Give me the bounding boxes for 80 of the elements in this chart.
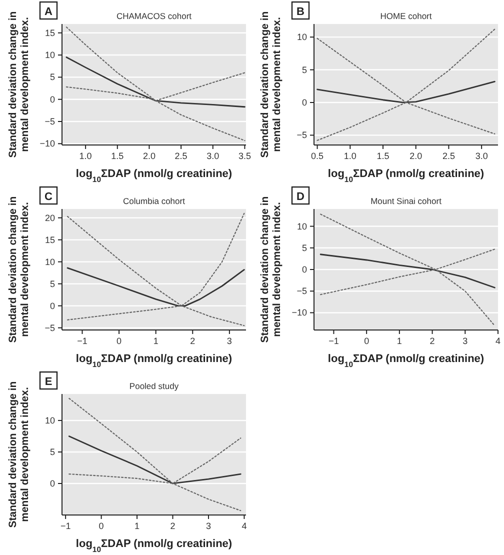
- y-axis-title: Standard deviation change in mental development index.: [259, 196, 283, 343]
- x-tick-label: 2: [170, 521, 176, 531]
- y-tick-label: −10: [40, 138, 55, 149]
- y-tick-label: 0: [50, 478, 55, 488]
- y-tick-label: 0: [50, 94, 55, 104]
- x-tick-label: 0: [116, 336, 122, 346]
- y-tick-label: 20: [44, 212, 55, 223]
- x-tick-label: 2.0: [142, 151, 156, 161]
- x-tick-label: 0: [364, 336, 370, 346]
- y-tick-label: −5: [296, 130, 307, 140]
- chart-title: CHAMACOS cohort: [116, 11, 192, 21]
- x-tick-label: 3: [462, 336, 468, 346]
- x-axis-title: log$_{10}$ΣDAP (nmol/g creatinine): [76, 168, 232, 184]
- x-tick-label: 2: [430, 336, 435, 346]
- line-series: [66, 56, 246, 108]
- line-series: [68, 398, 242, 512]
- x-tick-label: −1: [77, 336, 88, 346]
- chart-title: Columbia cohort: [123, 196, 186, 206]
- x-tick-label: −1: [60, 521, 71, 531]
- y-tick-label: 5: [50, 278, 55, 289]
- y-axis-title: Standard deviation change in mental development index.: [259, 11, 283, 158]
- y-tick-label: 10: [44, 50, 55, 60]
- y-tick-label: 0: [50, 300, 55, 311]
- y-tick-label: 0: [302, 97, 307, 108]
- x-tick-label: 1.5: [111, 151, 124, 161]
- text: C: [44, 191, 53, 203]
- text: D: [296, 191, 305, 203]
- y-tick-label: 10: [44, 256, 55, 267]
- text: A: [44, 6, 53, 18]
- x-tick-label: 1.0: [79, 151, 92, 161]
- x-tick-label: 3.5: [238, 151, 251, 161]
- x-tick-label: 3: [226, 336, 232, 346]
- y-tick-label: 10: [44, 415, 55, 426]
- text: B: [296, 6, 305, 18]
- line-series: [316, 80, 496, 104]
- y-tick-label: 10: [296, 32, 307, 42]
- y-tick-label: −5: [44, 116, 55, 127]
- y-tick-label: 15: [44, 28, 55, 38]
- x-tick-label: 1.5: [376, 151, 390, 161]
- x-tick-label: 0: [98, 521, 104, 531]
- x-tick-label: 2: [190, 336, 196, 346]
- x-tick-label: 0.5: [311, 151, 324, 161]
- x-tick-label: 3.0: [475, 151, 488, 161]
- x-tick-label: 1: [134, 521, 140, 531]
- y-tick-label: 5: [50, 446, 55, 457]
- y-tick-label: 5: [302, 242, 307, 253]
- x-tick-label: 4: [242, 521, 247, 531]
- y-tick-label: −5: [44, 322, 55, 333]
- line-series: [66, 267, 245, 306]
- line-series: [320, 214, 496, 326]
- y-axis-title: Standard deviation change in mental development index.: [7, 381, 31, 528]
- chart-title: HOME cohort: [380, 11, 432, 21]
- y-tick-label: 0: [302, 264, 307, 274]
- x-tick-label: 2.5: [442, 151, 455, 161]
- x-tick-label: 3.0: [206, 151, 220, 161]
- line-series: [66, 26, 246, 142]
- x-tick-label: 1.0: [344, 151, 356, 161]
- y-tick-label: 5: [50, 72, 55, 82]
- x-tick-label: 2.0: [410, 151, 422, 161]
- y-tick-label: −5: [296, 286, 307, 296]
- x-axis-title: log$_{10}$ΣDAP (nmol/g creatinine): [328, 353, 484, 368]
- x-axis-title: log$_{10}$ΣDAP (nmol/g creatinine): [76, 538, 232, 554]
- text: E: [44, 376, 52, 388]
- line-series: [320, 254, 496, 288]
- y-tick-label: 5: [302, 64, 307, 75]
- y-tick-label: 15: [44, 234, 55, 245]
- y-axis-title: Standard deviation change in mental development index.: [7, 196, 31, 343]
- y-tick-label: 10: [296, 221, 307, 232]
- x-tick-label: 3: [206, 521, 211, 531]
- y-tick-label: −10: [292, 308, 307, 318]
- chart-title: Mount Sinai cohort: [370, 196, 442, 206]
- x-tick-label: −1: [328, 336, 339, 346]
- chart-title: Pooled study: [129, 381, 180, 391]
- x-tick-label: 1: [153, 336, 158, 346]
- x-tick-label: 4: [495, 336, 501, 346]
- x-tick-label: 1: [396, 336, 402, 346]
- x-axis-title: log$_{10}$ΣDAP (nmol/g creatinine): [328, 168, 484, 184]
- x-axis-title: log$_{10}$ΣDAP (nmol/g creatinine): [76, 353, 232, 368]
- y-axis-title: Standard deviation change in mental development index.: [7, 11, 31, 158]
- x-tick-label: 2.5: [174, 151, 188, 161]
